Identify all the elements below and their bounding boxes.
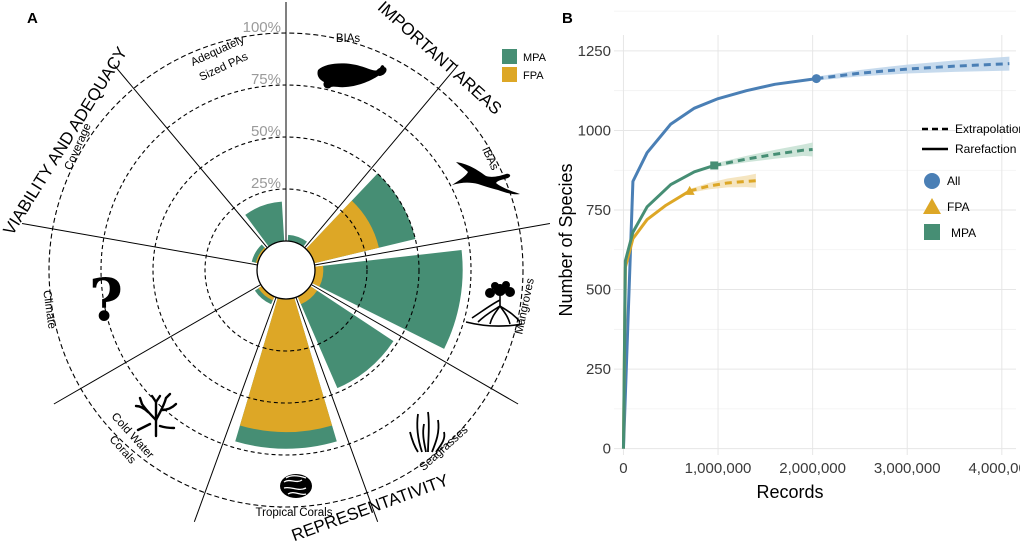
tick-labels: 0 250 500 750 1000 1250 0 1,000,000 2,000,000 3,0… — [578, 43, 1020, 477]
legend-rarefaction-label: Rarefaction — [955, 142, 1016, 156]
y-tick-label: 1000 — [578, 122, 611, 139]
band-fpa — [689, 173, 756, 193]
seagrass-icon — [409, 411, 446, 453]
legend-fpa-line-label: FPA — [947, 200, 969, 214]
rarefaction-line-all — [621, 77, 817, 449]
observed-marker-mpa — [710, 161, 719, 170]
rarefaction-line-mpa — [621, 164, 715, 449]
radial-tick-100: 100% — [243, 19, 281, 36]
extrapolation-line-mpa — [713, 148, 813, 167]
legend-all-marker — [924, 173, 940, 189]
accumulation-chart: 0 250 500 750 1000 1250 0 1,000,000 2,000,000 3,0… — [556, 10, 1020, 502]
segment-divider — [304, 64, 459, 249]
legend-extrapolation-label: Extrapolation — [955, 122, 1020, 136]
y-tick-label: 250 — [586, 361, 611, 378]
legend-mpa-marker — [924, 224, 940, 240]
bird-icon — [452, 162, 520, 195]
legend-fpa-swatch — [502, 67, 517, 82]
segment-divider — [314, 222, 551, 266]
x-tick-label: 0 — [619, 460, 627, 477]
extrapolation-line-fpa — [689, 179, 756, 193]
legend-mpa-line-label: MPA — [951, 226, 976, 240]
center-circle — [256, 240, 316, 300]
whale-icon — [317, 63, 387, 89]
label-ibas: IBAs — [479, 145, 500, 172]
legend-fpa-label: FPA — [523, 70, 544, 82]
legend-all-label: All — [947, 174, 960, 188]
radial-tick-labels: 25% 50% 75% 100% — [243, 19, 281, 192]
y-tick-label: 750 — [586, 202, 611, 219]
bar-mpa-mangroves — [311, 249, 463, 349]
bar-fpa-mangroves — [311, 265, 324, 287]
segment-divider — [193, 297, 277, 523]
legend-mpa-swatch — [502, 49, 517, 64]
x-tick-label: 2,000,000 — [779, 460, 846, 477]
panel-b-letter: B — [562, 10, 573, 27]
segment-divider — [53, 284, 262, 405]
observed-markers — [684, 74, 821, 195]
question-mark-icon: ? — [89, 266, 123, 334]
brain-coral-icon — [280, 474, 312, 498]
y-tick-label: 0 — [603, 441, 611, 458]
bar-fpa-ibas — [305, 200, 379, 264]
observed-marker-all — [811, 74, 821, 84]
label-mangroves: Mangroves — [513, 277, 537, 335]
label-climate: Climate — [40, 289, 57, 329]
y-tick-label: 500 — [586, 282, 611, 299]
polar-grid — [21, 2, 551, 523]
x-tick-label: 1,000,000 — [685, 460, 752, 477]
polar-chart: 25% 50% 75% 100% BIAs IBAs Mangroves Sea… — [0, 0, 551, 545]
group-viability-adequacy: VIABILITY AND ADEQUACY — [0, 44, 131, 239]
y-axis-title: Number of Species — [556, 163, 576, 316]
line-legend: Extrapolation Rarefaction All FPA MPA — [922, 122, 1020, 240]
panel-a-letter: A — [27, 10, 38, 27]
bar-fpa-tropical-corals — [239, 297, 333, 433]
radial-tick-25: 25% — [251, 175, 281, 192]
bar-mpa-seagrasses — [297, 286, 394, 389]
bar-mpa-adequately-sized-pas — [245, 201, 285, 247]
segment-divider — [21, 222, 258, 266]
bar-fpa-cold-water-corals — [258, 286, 275, 301]
x-axis-title: Records — [756, 482, 823, 502]
polar-legend: MPA FPA — [502, 49, 547, 82]
label-tropical-corals: Tropical Corals — [256, 507, 333, 519]
segment-divider — [295, 297, 379, 523]
y-tick-label: 1250 — [578, 43, 611, 60]
extrapolation-line-all — [816, 62, 1010, 81]
radial-tick-50: 50% — [251, 123, 281, 140]
observed-marker-fpa — [684, 185, 695, 195]
line-series — [621, 62, 1010, 449]
legend-fpa-marker — [923, 198, 941, 214]
x-tick-label: 4,000,000 — [968, 460, 1020, 477]
cold-water-coral-icon — [134, 392, 178, 438]
x-tick-label: 3,000,000 — [874, 460, 941, 477]
legend-mpa-label: MPA — [523, 52, 547, 64]
segment-divider — [310, 284, 519, 405]
segment-divider — [113, 64, 268, 249]
label-bias: BIAs — [336, 33, 361, 45]
radial-tick-75: 75% — [251, 71, 281, 88]
polar-bars — [235, 173, 463, 449]
bar-mpa-coverage — [251, 244, 267, 264]
bar-mpa-bias — [287, 234, 307, 247]
bar-fpa-seagrasses — [297, 286, 318, 305]
line-grid — [614, 10, 1016, 455]
mangrove-icon — [465, 281, 523, 327]
